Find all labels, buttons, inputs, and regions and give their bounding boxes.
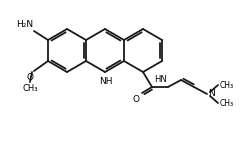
Text: CH₃: CH₃ xyxy=(22,84,38,93)
Text: NH: NH xyxy=(99,77,113,86)
Text: O: O xyxy=(132,95,139,104)
Text: N: N xyxy=(208,88,215,98)
Text: CH₃: CH₃ xyxy=(220,98,234,108)
Text: H₂N: H₂N xyxy=(16,20,33,29)
Text: CH₃: CH₃ xyxy=(220,81,234,89)
Text: O: O xyxy=(26,73,33,82)
Text: HN: HN xyxy=(154,75,166,83)
